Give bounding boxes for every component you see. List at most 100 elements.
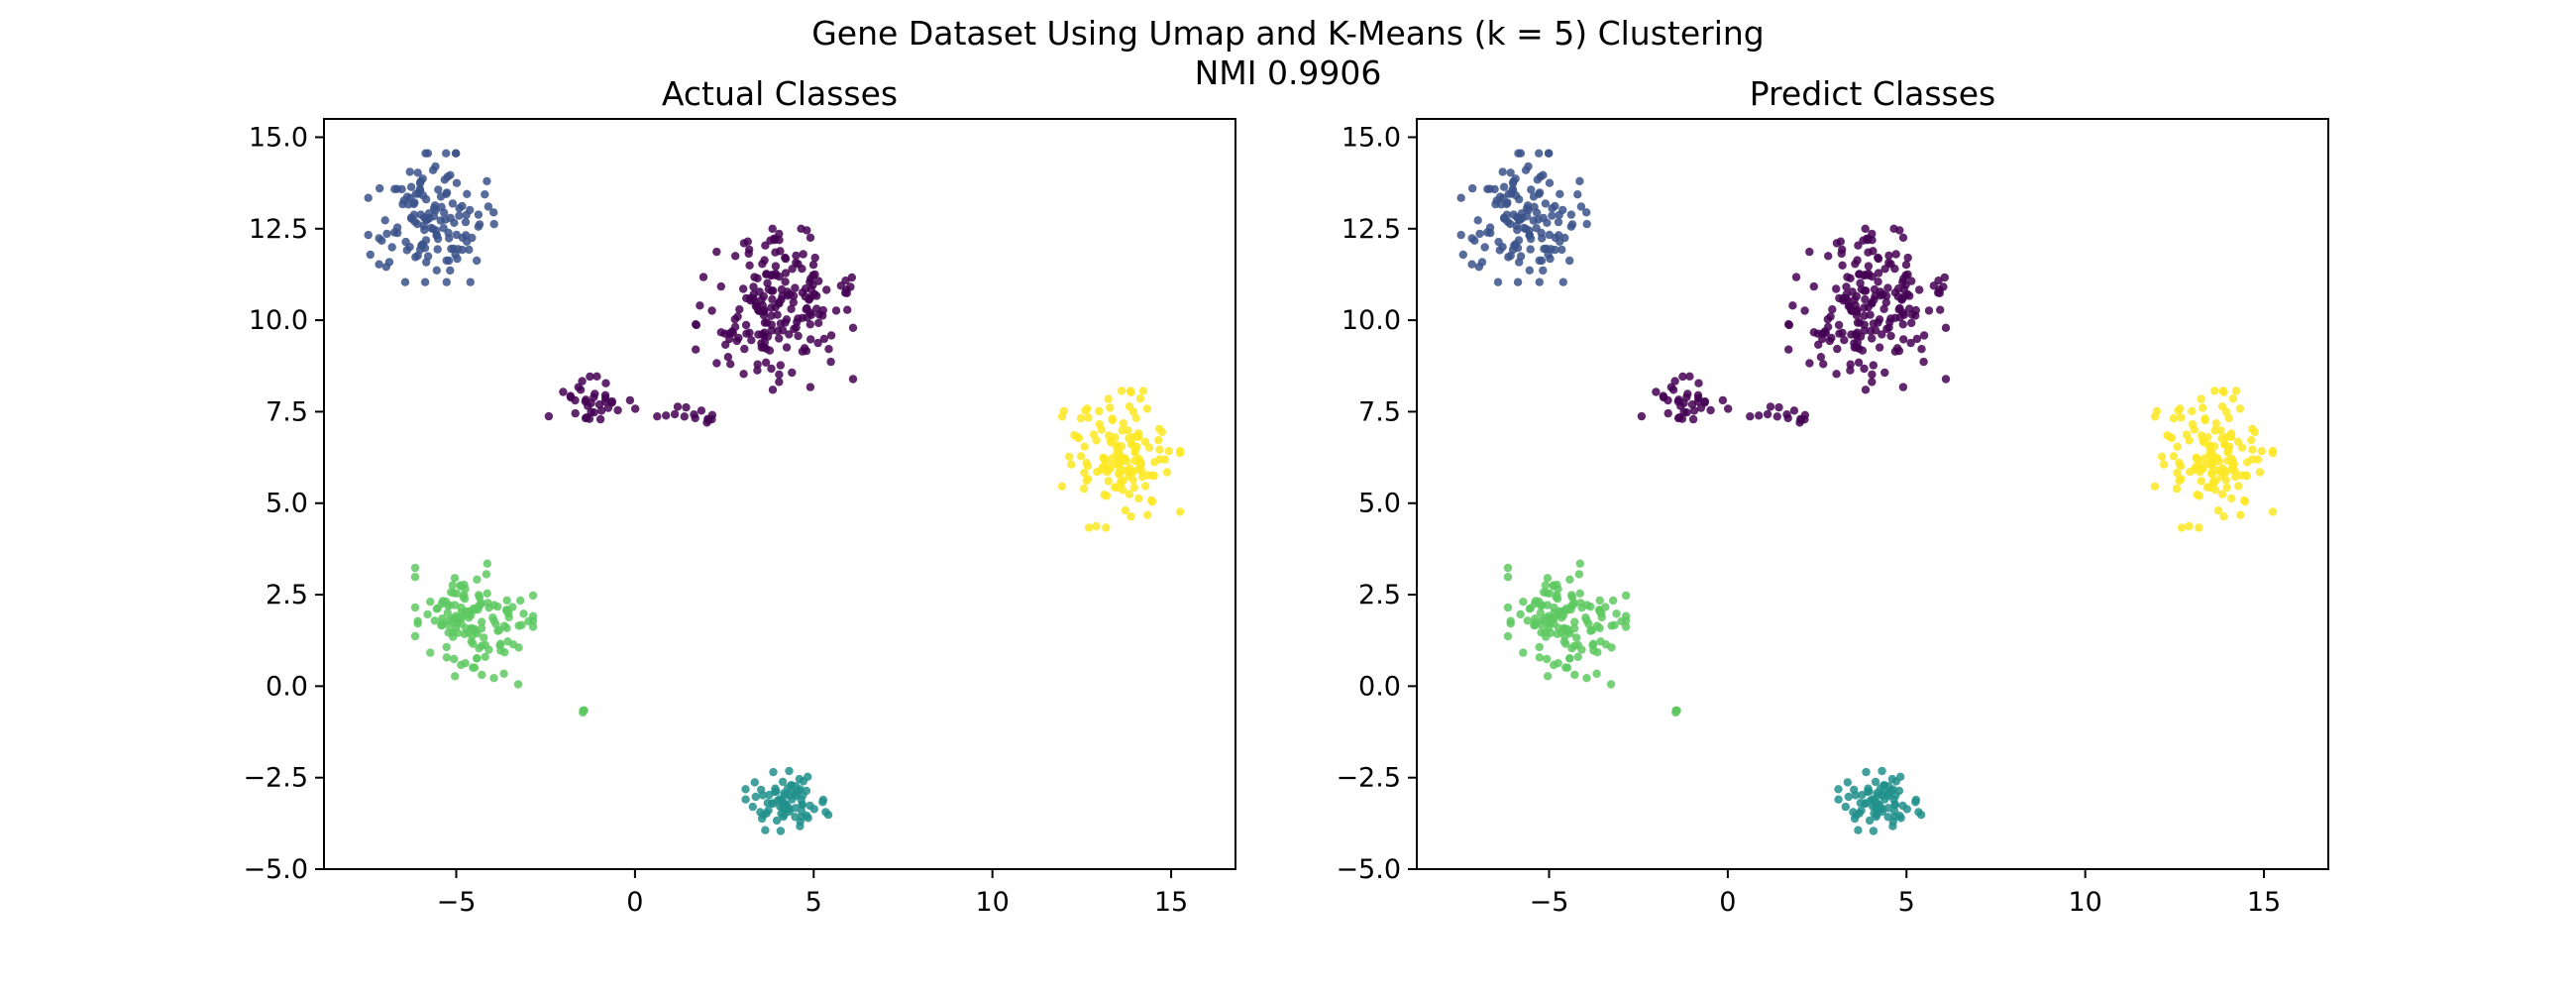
data-point-class-4 <box>1104 394 1113 403</box>
data-point-class-1 <box>489 219 498 229</box>
data-point-class-0 <box>613 405 622 415</box>
data-point-class-1 <box>1535 149 1544 158</box>
data-point-class-0 <box>1678 372 1687 382</box>
data-point-class-4 <box>1127 512 1135 521</box>
data-point-class-2 <box>1878 766 1886 776</box>
data-point-class-1 <box>1582 219 1591 229</box>
data-point-class-3 <box>1609 596 1618 606</box>
data-point-class-0 <box>716 281 725 291</box>
data-point-class-2 <box>1834 795 1843 804</box>
data-point-class-2 <box>1889 807 1899 816</box>
data-point-class-2 <box>1864 784 1873 793</box>
data-point-class-4 <box>2219 387 2228 396</box>
data-point-class-2 <box>795 774 805 784</box>
data-point-class-2 <box>783 784 793 793</box>
data-point-class-3 <box>502 596 511 606</box>
data-point-class-4 <box>1084 523 1094 532</box>
data-point-class-3 <box>1570 641 1579 650</box>
data-point-class-0 <box>1897 295 1906 304</box>
data-point-class-0 <box>1915 285 1924 294</box>
data-point-class-0 <box>1818 329 1827 338</box>
data-point-class-3 <box>1561 639 1570 648</box>
data-point-class-4 <box>2216 426 2225 435</box>
data-point-class-4 <box>2169 413 2179 423</box>
data-point-class-0 <box>747 336 756 345</box>
data-point-class-3 <box>1565 575 1574 584</box>
data-point-class-0 <box>1809 328 1819 337</box>
data-point-class-0 <box>1774 402 1783 412</box>
data-point-class-0 <box>1823 315 1833 324</box>
data-point-class-2 <box>1869 827 1878 835</box>
data-point-class-0 <box>1905 291 1914 300</box>
data-point-class-0 <box>805 383 815 391</box>
data-point-class-0 <box>1924 306 1934 315</box>
data-point-class-0 <box>826 331 836 340</box>
data-point-class-4 <box>1119 419 1128 428</box>
data-point-class-4 <box>2173 468 2182 478</box>
data-point-class-0 <box>1898 383 1908 391</box>
data-point-class-3 <box>496 646 505 655</box>
data-point-class-2 <box>804 814 812 823</box>
data-point-class-3 <box>1503 563 1513 573</box>
data-point-class-3 <box>1503 631 1513 641</box>
data-point-class-3 <box>1595 596 1604 606</box>
data-point-class-4 <box>2207 469 2216 478</box>
data-point-class-0 <box>1929 281 1939 290</box>
data-point-class-0 <box>1816 353 1826 362</box>
data-point-class-2 <box>1841 802 1851 812</box>
y-tick-label: −2.5 <box>1336 763 1401 794</box>
data-point-class-4 <box>1101 459 1111 468</box>
data-point-class-4 <box>1155 455 1164 464</box>
x-tick-label: −5 <box>437 887 477 918</box>
data-point-class-0 <box>750 273 759 281</box>
data-point-class-0 <box>1823 322 1833 332</box>
data-point-class-0 <box>1870 295 1878 304</box>
data-point-class-0 <box>1899 285 1908 294</box>
data-point-class-1 <box>375 260 383 269</box>
data-point-class-2 <box>761 826 770 834</box>
data-point-class-3 <box>1570 617 1579 626</box>
data-point-class-0 <box>1838 245 1847 254</box>
data-point-class-0 <box>1860 320 1870 329</box>
data-point-class-0 <box>1688 414 1698 424</box>
data-point-class-0 <box>757 295 766 304</box>
data-point-class-4 <box>1080 468 1089 478</box>
data-point-class-4 <box>1106 403 1115 412</box>
data-point-class-0 <box>770 236 780 245</box>
data-point-class-1 <box>462 231 471 240</box>
data-point-class-4 <box>1122 457 1131 466</box>
y-tick-label: 10.0 <box>249 305 308 336</box>
data-point-class-1 <box>409 210 419 219</box>
data-point-class-1 <box>1567 220 1577 229</box>
data-point-class-0 <box>1694 379 1703 387</box>
data-point-class-3 <box>448 581 458 590</box>
data-point-class-4 <box>2197 477 2205 486</box>
data-point-class-3 <box>1577 645 1586 654</box>
data-point-class-1 <box>1554 217 1563 227</box>
data-point-class-4 <box>2177 523 2187 532</box>
data-point-class-4 <box>2237 443 2247 452</box>
data-point-class-0 <box>1854 358 1864 367</box>
data-point-class-0 <box>803 313 811 322</box>
data-point-class-0 <box>1819 360 1828 369</box>
data-point-class-4 <box>1162 468 1172 477</box>
data-point-class-0 <box>785 330 794 339</box>
data-point-class-0 <box>1746 412 1755 421</box>
data-point-class-0 <box>789 291 799 300</box>
data-point-class-3 <box>1534 597 1544 607</box>
data-point-class-0 <box>1880 368 1889 378</box>
data-point-class-1 <box>411 189 421 198</box>
data-point-class-3 <box>450 574 460 583</box>
data-point-class-3 <box>452 589 462 598</box>
data-point-class-1 <box>1486 228 1495 238</box>
data-point-class-0 <box>1814 340 1823 349</box>
data-point-class-3 <box>456 581 466 590</box>
y-tick-label: 5.0 <box>1358 489 1401 519</box>
data-point-class-3 <box>1562 663 1572 672</box>
data-point-class-3 <box>457 603 466 612</box>
data-point-class-3 <box>1530 620 1540 630</box>
data-point-class-4 <box>1073 432 1082 442</box>
data-point-class-1 <box>402 246 411 255</box>
data-point-class-4 <box>1080 442 1089 451</box>
data-point-class-1 <box>443 172 452 181</box>
